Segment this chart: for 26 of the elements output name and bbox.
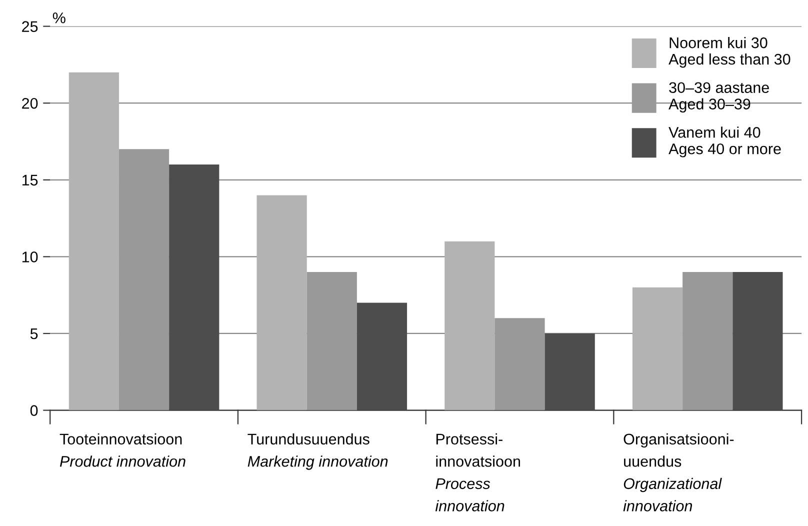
bar <box>544 333 595 410</box>
y-tick-label: 10 <box>22 252 38 262</box>
legend-label: Noorem kui 30 Aged less than 30 <box>668 36 790 68</box>
x-tick-label: Tooteinnovatsioon Product innovation <box>60 433 186 467</box>
bar <box>682 272 733 410</box>
bar <box>632 287 683 410</box>
bar <box>732 272 783 410</box>
bar <box>68 72 119 410</box>
y-tick-label: 20 <box>22 98 38 109</box>
x-tick-label: Turundusuuendus Marketing innovation <box>248 433 388 470</box>
legend-label: 30–39 aastane Aged 30–39 <box>668 82 769 112</box>
bar <box>494 318 545 410</box>
y-tick-label: 0 <box>30 405 38 416</box>
bar <box>356 302 408 410</box>
bar <box>306 272 357 410</box>
y-tick-label: 25 <box>22 21 38 32</box>
legend-label: Vanem kui 40 Ages 40 or more <box>668 126 781 158</box>
y-tick-label: 5 <box>30 328 38 340</box>
y-axis-title: % <box>52 12 66 24</box>
bar <box>256 195 307 410</box>
bar <box>444 241 495 410</box>
bar <box>118 149 170 410</box>
x-tick-label: Organisatsiooni- uuendus Organizational innovation <box>623 433 734 512</box>
x-tick-label: Protsessi- innovatsioon Process innovation <box>435 433 520 512</box>
bar <box>169 164 220 410</box>
y-tick-label: 15 <box>22 174 38 186</box>
